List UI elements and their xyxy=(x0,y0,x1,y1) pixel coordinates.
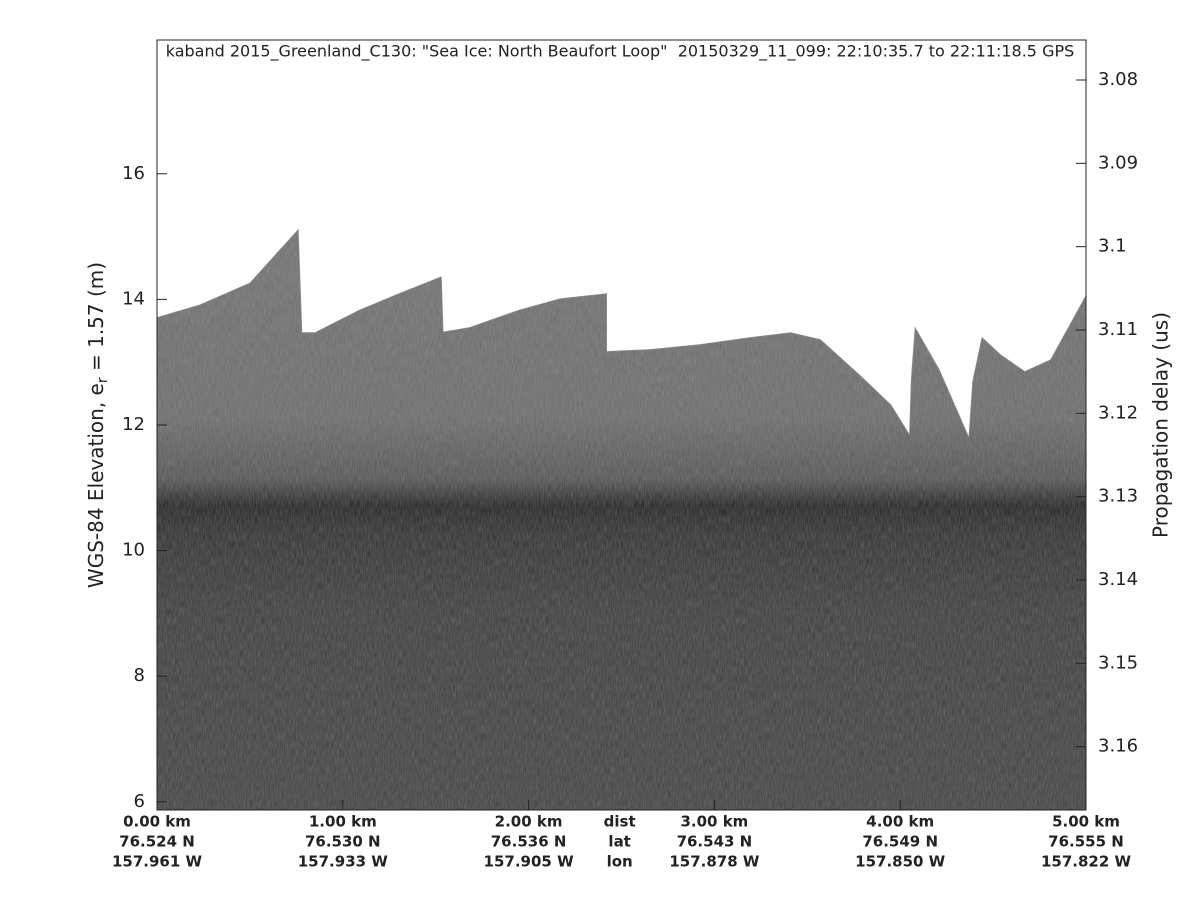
y-label-rest: = 1.57 (m) xyxy=(84,262,108,377)
surface-line xyxy=(157,228,1086,438)
y2-tick-label: 3.09 xyxy=(1098,152,1138,173)
y-label-text: WGS-84 Elevation, e xyxy=(84,383,108,588)
x-tick-lon: 157.822 W xyxy=(1041,853,1132,871)
y2-tick-label: 3.15 xyxy=(1098,652,1138,673)
x-tick-lon: 157.905 W xyxy=(484,853,575,871)
x-tick-lat: 76.536 N xyxy=(491,833,567,851)
x-tick-lat: 76.524 N xyxy=(119,833,195,851)
row-label: dist xyxy=(604,813,636,831)
x-tick-label: 1.00 km xyxy=(309,813,377,831)
y2-axis-label: Propagation delay (us) xyxy=(1149,312,1173,538)
x-tick-lon: 157.933 W xyxy=(298,853,389,871)
x-tick-lat: 76.555 N xyxy=(1048,833,1124,851)
y-axis-label: WGS-84 Elevation, er = 1.57 (m) xyxy=(84,262,112,588)
no-data-region xyxy=(157,40,1086,438)
x-tick-label: 3.00 km xyxy=(680,813,748,831)
row-label: lat xyxy=(608,833,630,851)
x-tick-lon: 157.878 W xyxy=(669,853,760,871)
x-tick-lat: 76.543 N xyxy=(677,833,753,851)
x-tick-label: 0.00 km xyxy=(123,813,191,831)
y2-tick-label: 3.14 xyxy=(1098,569,1138,590)
x-tick-lat: 76.530 N xyxy=(305,833,381,851)
y-tick-label: 8 xyxy=(134,665,145,686)
x-tick-label: 2.00 km xyxy=(495,813,563,831)
y2-tick-label: 3.13 xyxy=(1098,486,1138,507)
y2-tick-label: 3.1 xyxy=(1098,236,1127,257)
chart-title: kaband 2015_Greenland_C130: "Sea Ice: No… xyxy=(166,42,1075,62)
x-tick-label: 5.00 km xyxy=(1052,813,1120,831)
x-tick-lon: 157.850 W xyxy=(855,853,946,871)
y2-tick-label: 3.08 xyxy=(1098,69,1138,90)
y2-tick-label: 3.12 xyxy=(1098,402,1138,423)
y-label-subscript: r xyxy=(95,377,111,383)
row-label: lon xyxy=(607,853,633,871)
x-tick-lat: 76.549 N xyxy=(862,833,938,851)
x-tick-lon: 157.961 W xyxy=(112,853,203,871)
y2-tick-label: 3.11 xyxy=(1098,319,1138,340)
y-tick-label: 14 xyxy=(122,288,145,309)
y2-tick-label: 3.16 xyxy=(1098,736,1138,757)
y-tick-label: 10 xyxy=(122,540,145,561)
x-tick-label: 4.00 km xyxy=(866,813,934,831)
y-tick-label: 16 xyxy=(122,163,145,184)
y-tick-label: 12 xyxy=(122,414,145,435)
y-tick-label: 6 xyxy=(134,791,145,812)
